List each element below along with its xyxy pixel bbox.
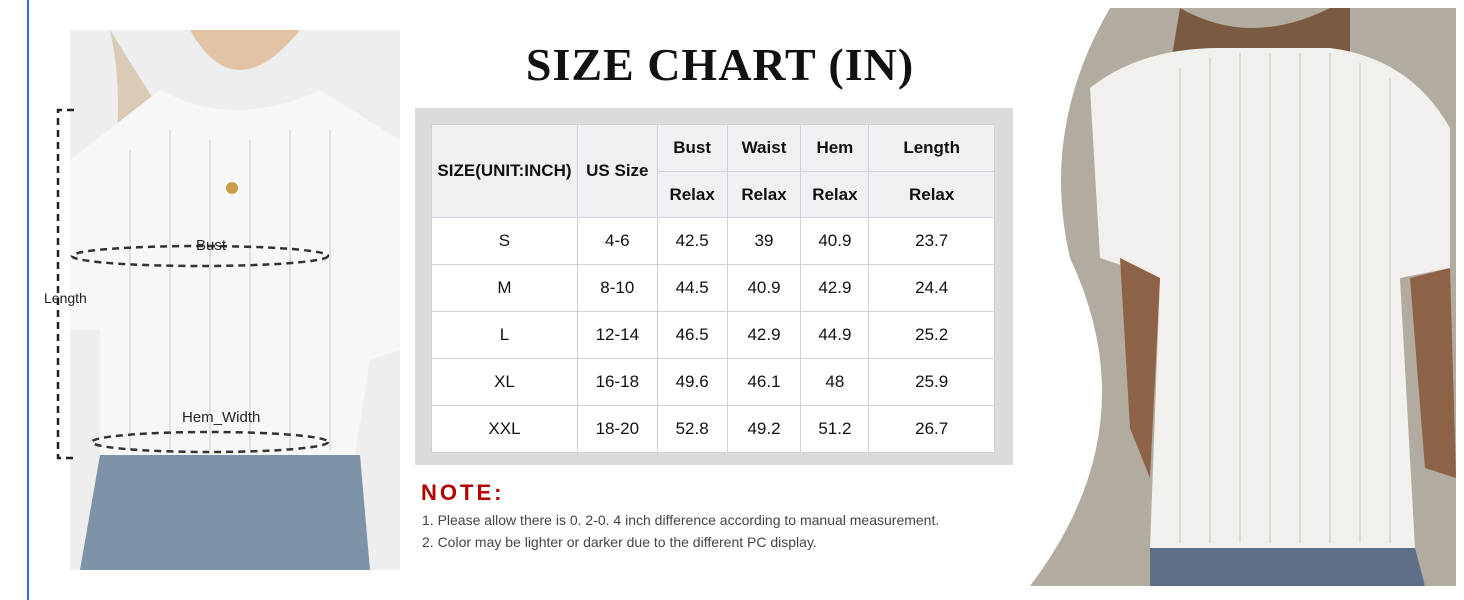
back-product-photo <box>1030 8 1456 586</box>
header-relax: Relax <box>726 171 802 218</box>
page-title: SIZE CHART (IN) <box>525 39 915 90</box>
cell-size: XXL <box>431 405 578 453</box>
table-row: XL 16-18 49.6 46.1 48 25.9 <box>431 358 995 406</box>
cell-size: M <box>431 264 578 312</box>
cell-hem: 44.9 <box>800 311 870 359</box>
left-border-line <box>27 0 29 600</box>
cell-bust: 46.5 <box>656 311 728 359</box>
cell-size: S <box>431 217 578 265</box>
model-back-illustration <box>1030 8 1456 586</box>
table-row: XXL 18-20 52.8 49.2 51.2 26.7 <box>431 405 995 453</box>
header-bust: Bust <box>656 124 728 172</box>
cell-waist: 49.2 <box>726 405 802 453</box>
header-size: SIZE(UNIT:INCH) <box>431 124 578 218</box>
cell-us-size: 18-20 <box>576 405 658 453</box>
note-line-1: 1. Please allow there is 0. 2-0. 4 inch … <box>422 512 940 528</box>
header-relax: Relax <box>800 171 870 218</box>
cell-length: 25.9 <box>868 358 995 406</box>
length-measure-line <box>56 108 74 460</box>
note-heading: NOTE: <box>421 480 505 505</box>
length-label: Length <box>44 290 87 306</box>
table-row: M 8-10 44.5 40.9 42.9 24.4 <box>431 264 995 312</box>
cell-us-size: 16-18 <box>576 358 658 406</box>
cell-us-size: 4-6 <box>576 217 658 265</box>
hem-width-label: Hem_Width <box>182 409 261 426</box>
cell-waist: 40.9 <box>726 264 802 312</box>
cell-length: 25.2 <box>868 311 995 359</box>
cell-length: 23.7 <box>868 217 995 265</box>
note-line-2: 2. Color may be lighter or darker due to… <box>422 534 817 550</box>
header-relax: Relax <box>868 171 995 218</box>
bust-label: Bust <box>196 237 227 254</box>
cell-waist: 46.1 <box>726 358 802 406</box>
cell-bust: 42.5 <box>656 217 728 265</box>
cell-us-size: 12-14 <box>576 311 658 359</box>
cell-length: 26.7 <box>868 405 995 453</box>
cell-hem: 48 <box>800 358 870 406</box>
header-length: Length <box>868 124 995 172</box>
cell-length: 24.4 <box>868 264 995 312</box>
size-chart-frame: SIZE(UNIT:INCH) US Size Bust Waist Hem L… <box>415 108 1013 465</box>
cell-size: XL <box>431 358 578 406</box>
header-us-size: US Size <box>576 124 658 218</box>
cell-bust: 49.6 <box>656 358 728 406</box>
cell-waist: 42.9 <box>726 311 802 359</box>
cell-size: L <box>431 311 578 359</box>
table-row: L 12-14 46.5 42.9 44.9 25.2 <box>431 311 995 359</box>
front-product-photo <box>70 30 400 570</box>
cell-bust: 52.8 <box>656 405 728 453</box>
cell-hem: 40.9 <box>800 217 870 265</box>
cell-us-size: 8-10 <box>576 264 658 312</box>
table-row: S 4-6 42.5 39 40.9 23.7 <box>431 217 995 265</box>
header-waist: Waist <box>726 124 802 172</box>
header-hem: Hem <box>800 124 870 172</box>
cell-bust: 44.5 <box>656 264 728 312</box>
size-chart-table: SIZE(UNIT:INCH) US Size Bust Waist Hem L… <box>431 124 995 453</box>
cell-hem: 42.9 <box>800 264 870 312</box>
cell-hem: 51.2 <box>800 405 870 453</box>
model-front-illustration <box>70 30 400 570</box>
header-relax: Relax <box>656 171 728 218</box>
cell-waist: 39 <box>726 217 802 265</box>
